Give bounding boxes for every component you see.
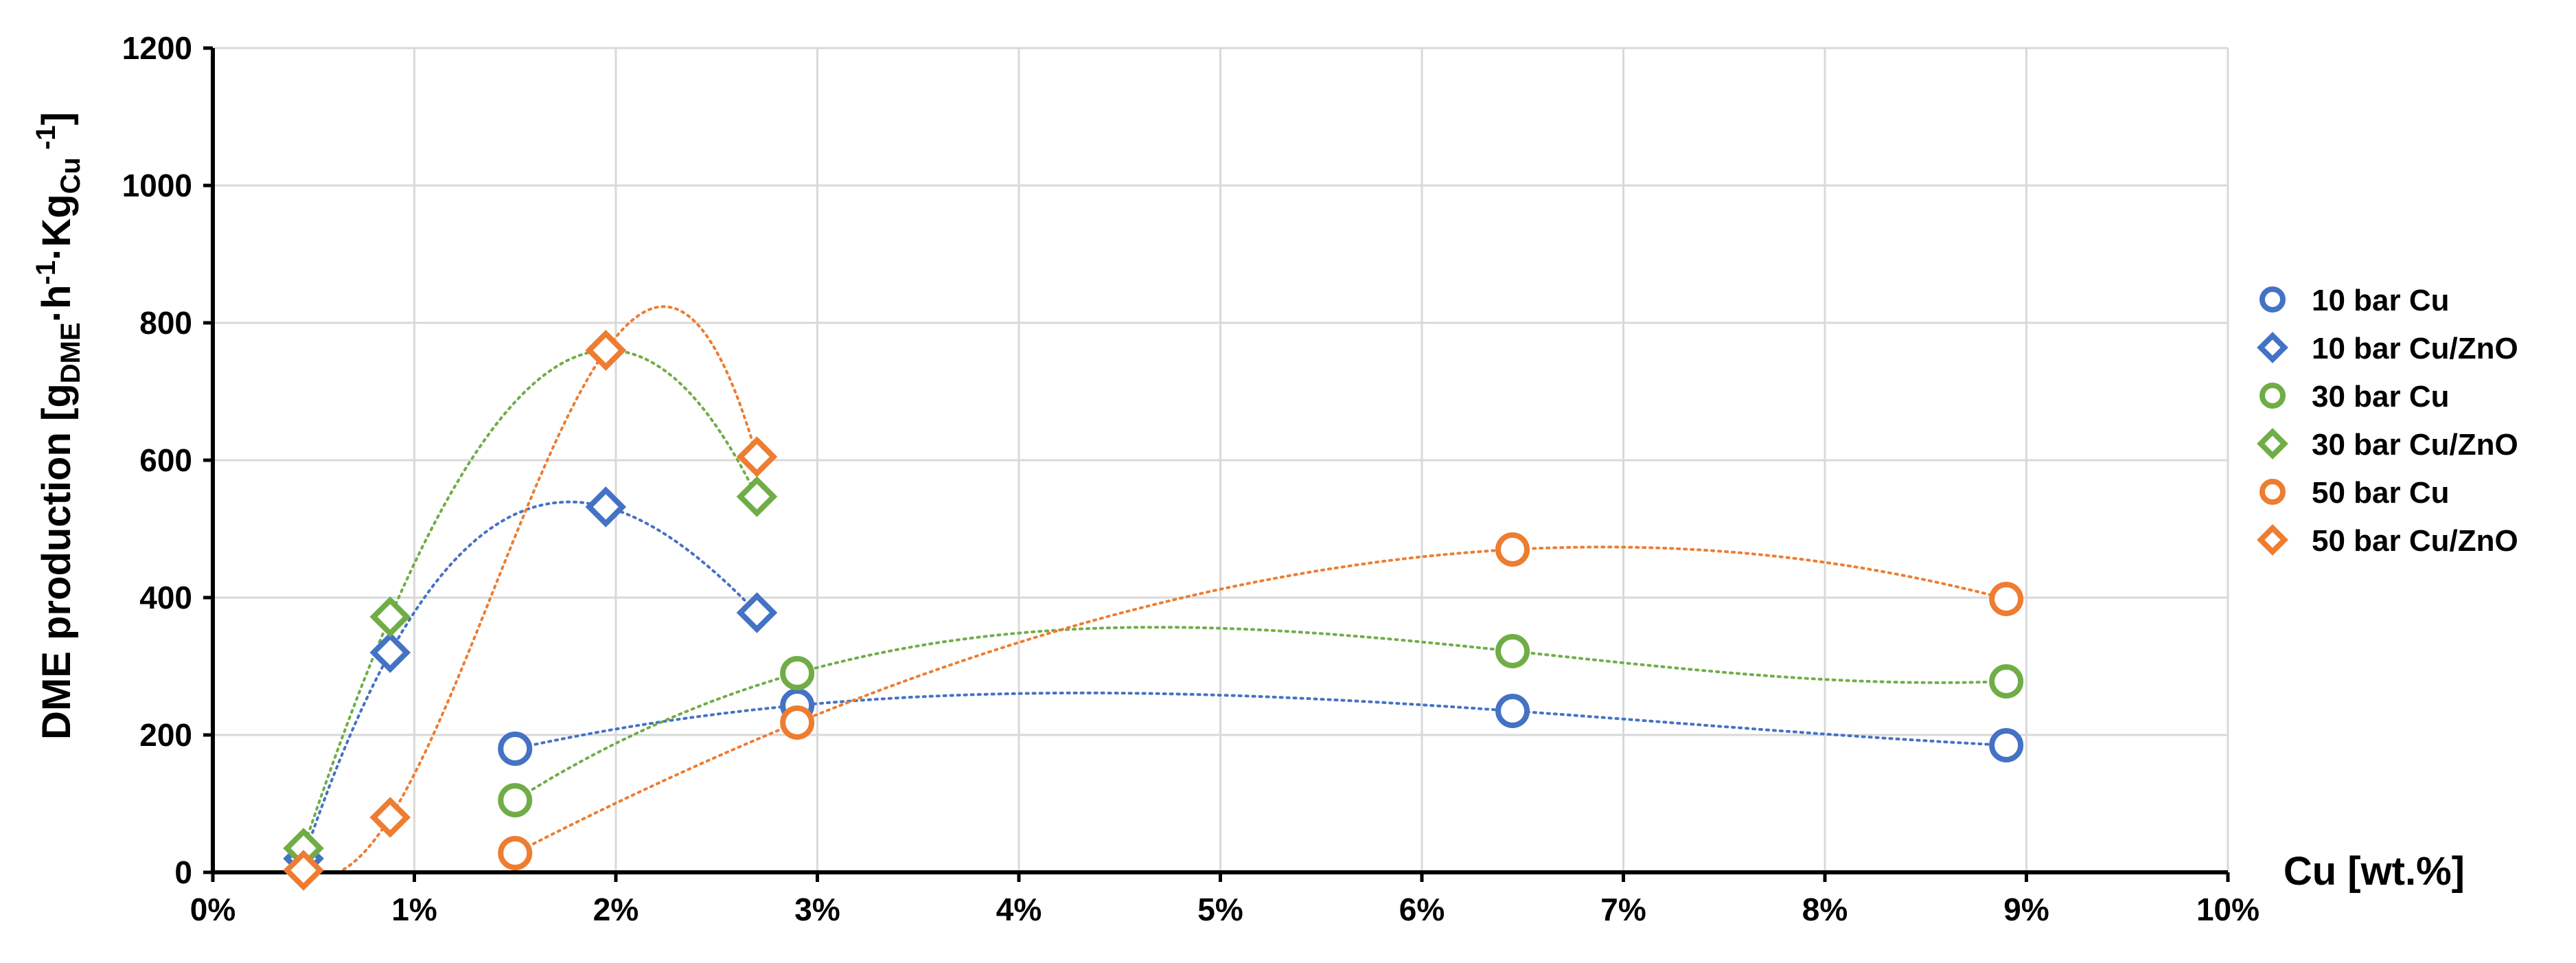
- data-point-diamond: [585, 486, 627, 528]
- y-tick-label: 200: [139, 717, 192, 753]
- data-point-circle: [780, 705, 815, 740]
- data-point-circle: [1495, 634, 1530, 668]
- data-markers: [283, 330, 2024, 891]
- x-tick-label: 8%: [1802, 892, 1848, 927]
- data-point-diamond: [369, 632, 411, 673]
- trendline: [514, 626, 2008, 802]
- y-tick-label: 600: [139, 442, 192, 478]
- legend-entry-label: 10 bar Cu/ZnO: [2312, 332, 2518, 365]
- legend-entry-label: 30 bar Cu/ZnO: [2312, 428, 2518, 462]
- x-tick-label: 7%: [1600, 892, 1646, 927]
- trendline: [514, 691, 2008, 750]
- data-point-diamond: [736, 592, 778, 633]
- trendlines: [302, 305, 2008, 874]
- legend: 10 bar Cu 10 bar Cu/ZnO 30 bar Cu 30 bar Cu…: [2257, 284, 2518, 558]
- trendline: [302, 349, 759, 850]
- data-point-circle: [1495, 694, 1530, 728]
- trendline: [302, 305, 759, 874]
- data-point-diamond: [369, 797, 411, 838]
- data-point-circle: [1989, 582, 2024, 616]
- data-point-diamond: [283, 850, 324, 891]
- legend-entry-label: 50 bar Cu/ZnO: [2312, 524, 2518, 558]
- x-tick-label: 9%: [2003, 892, 2049, 927]
- data-point-diamond: [585, 330, 627, 371]
- legend-entry-label: 50 bar Cu: [2312, 476, 2450, 510]
- x-tick-label: 2%: [593, 892, 639, 927]
- legend-circle-marker: [2259, 479, 2286, 505]
- y-tick-label: 1000: [122, 168, 192, 203]
- axes: [203, 46, 2230, 882]
- x-tick-label: 5%: [1197, 892, 1243, 927]
- data-point-circle: [1989, 728, 2024, 762]
- legend-diamond-marker: [2257, 524, 2288, 556]
- grid-lines: [213, 47, 2229, 872]
- data-point-circle: [1989, 664, 2024, 699]
- legend-circle-marker: [2259, 286, 2286, 313]
- trendline: [514, 545, 2008, 854]
- x-tick-label: 10%: [2196, 892, 2259, 927]
- legend-diamond-marker: [2257, 428, 2288, 460]
- y-tick-label: 1200: [122, 30, 192, 66]
- data-point-circle: [498, 836, 533, 870]
- tick-labels: 0% 1% 2% 3% 4% 5% 6% 7% 8% 9% 10% 0 200 400 600 800 1000…: [122, 30, 2259, 927]
- y-tick-label: 0: [174, 854, 192, 890]
- data-point-circle: [1495, 532, 1530, 567]
- legend-entry-label: 10 bar Cu: [2312, 284, 2450, 317]
- x-tick-label: 4%: [996, 892, 1042, 927]
- y-tick-label: 400: [139, 580, 192, 615]
- x-axis-title: Cu [wt.%]: [2284, 849, 2465, 894]
- legend-circle-marker: [2259, 383, 2286, 409]
- y-axis-title: DME production [gDME·h-1·KgCu -1]: [31, 112, 86, 740]
- trendline: [302, 500, 759, 860]
- y-tick-label: 800: [139, 305, 192, 341]
- x-tick-label: 1%: [391, 892, 437, 927]
- x-tick-label: 0%: [190, 892, 235, 927]
- x-tick-label: 6%: [1399, 892, 1445, 927]
- data-point-circle: [498, 732, 533, 766]
- data-point-diamond: [736, 476, 778, 517]
- legend-entry-label: 30 bar Cu: [2312, 380, 2450, 413]
- legend-diamond-marker: [2257, 332, 2288, 363]
- data-point-diamond: [736, 436, 778, 477]
- x-tick-label: 3%: [794, 892, 840, 927]
- data-point-circle: [780, 656, 815, 690]
- data-point-diamond: [369, 596, 411, 637]
- data-point-circle: [498, 783, 533, 817]
